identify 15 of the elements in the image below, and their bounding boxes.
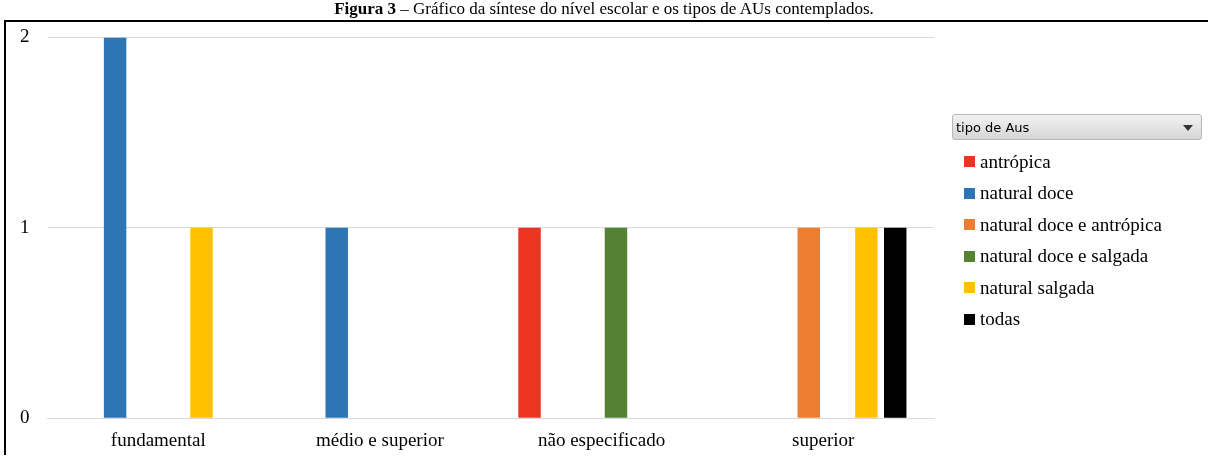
chart-title: Figura 3 – Gráfico da síntese do nível escolar e os tipos de AUs contemplados. xyxy=(333,0,875,20)
x-tick-label: fundamental xyxy=(110,428,206,450)
legend-label: natural doce xyxy=(980,182,1074,205)
x-tick-label: superior xyxy=(792,428,855,450)
legend-label: todas xyxy=(980,308,1021,331)
y-tick-label: 0 xyxy=(20,406,30,428)
y-tick-label: 1 xyxy=(20,215,30,237)
legend-title: tipo de Aus xyxy=(952,114,1202,140)
x-tick-label: médio e superior xyxy=(316,428,445,450)
y-tick-label: 2 xyxy=(20,25,30,47)
legend-label: antrópica xyxy=(980,150,1051,173)
x-tick-label: não especificado xyxy=(537,428,666,450)
legend-label: natural doce e salgada xyxy=(980,245,1149,268)
legend-label: natural salgada xyxy=(980,276,1095,299)
legend-label: natural doce e antrópica xyxy=(980,213,1162,236)
